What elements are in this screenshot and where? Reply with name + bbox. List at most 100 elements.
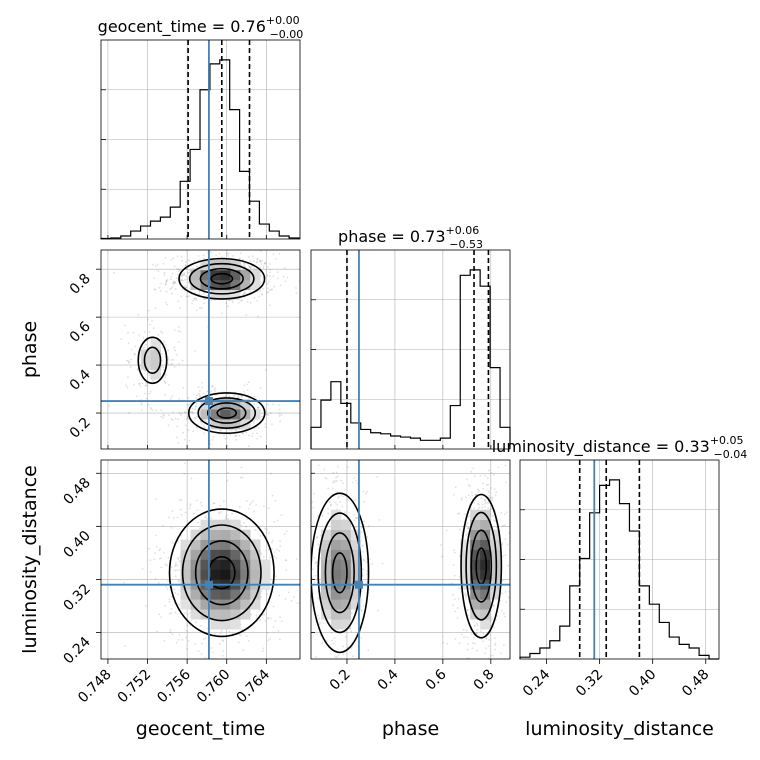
sample-point xyxy=(504,615,506,618)
sample-point xyxy=(151,320,154,322)
sample-point xyxy=(127,342,130,345)
title-sup: +0.06 xyxy=(446,224,480,237)
sample-point xyxy=(340,479,343,482)
sample-point xyxy=(483,498,486,501)
hist-title-geocent_time: geocent_time = 0.76+0.00 −0.00 xyxy=(98,14,304,41)
sample-point xyxy=(205,516,207,519)
sample-point xyxy=(318,623,321,626)
sample-point xyxy=(199,395,202,398)
sample-point xyxy=(285,530,288,533)
sample-point xyxy=(256,401,258,404)
sample-point xyxy=(266,275,268,278)
sample-point xyxy=(252,500,254,502)
sample-point xyxy=(294,623,296,625)
sample-point xyxy=(170,526,173,529)
sample-point xyxy=(241,628,243,631)
sample-point xyxy=(362,605,365,607)
sample-point xyxy=(507,596,510,599)
sample-point xyxy=(325,477,328,480)
sample-point xyxy=(160,409,163,412)
sample-point xyxy=(334,480,337,483)
sample-point xyxy=(218,246,220,248)
sample-point xyxy=(224,457,226,459)
sample-point xyxy=(492,605,495,608)
sample-point xyxy=(276,519,279,522)
sample-point xyxy=(502,524,504,527)
sample-point xyxy=(504,538,507,540)
sample-point xyxy=(195,402,198,405)
sample-point xyxy=(169,628,172,631)
density-cell xyxy=(250,589,261,600)
sample-point xyxy=(360,610,363,612)
sample-point xyxy=(108,404,111,407)
sample-point xyxy=(488,491,491,494)
sample-point xyxy=(257,427,260,430)
sample-point xyxy=(275,556,278,559)
x-tick-label: 0.32 xyxy=(573,667,606,700)
contour-line xyxy=(199,267,244,290)
sample-point xyxy=(160,356,163,359)
sample-point xyxy=(206,294,208,297)
sample-point xyxy=(176,516,179,519)
sample-point xyxy=(462,666,464,668)
sample-point xyxy=(285,489,287,491)
sample-point xyxy=(337,654,339,657)
sample-point xyxy=(188,507,191,510)
sample-point xyxy=(220,429,223,432)
sample-point xyxy=(133,353,136,356)
sample-point xyxy=(157,269,160,272)
sample-point xyxy=(130,348,133,351)
sample-point xyxy=(466,648,469,651)
sample-point xyxy=(478,503,481,506)
density-cell xyxy=(230,559,241,570)
sample-point xyxy=(185,268,188,271)
density-cell xyxy=(470,569,481,580)
density-cell xyxy=(470,539,481,550)
sample-point xyxy=(487,507,490,510)
sample-point xyxy=(165,373,168,376)
sample-point xyxy=(185,647,188,650)
sample-point xyxy=(332,663,334,665)
sample-point xyxy=(294,565,296,567)
sample-point xyxy=(474,494,477,496)
sample-point xyxy=(174,611,177,614)
density-cell xyxy=(470,559,481,570)
sample-point xyxy=(342,653,345,656)
sample-point xyxy=(193,260,196,263)
sample-point xyxy=(271,423,273,426)
sample-point xyxy=(177,558,180,561)
sample-point xyxy=(339,501,341,503)
sample-point xyxy=(355,516,358,519)
sample-point xyxy=(471,647,474,650)
sample-point xyxy=(225,302,228,305)
sample-point xyxy=(228,395,231,397)
sample-point xyxy=(167,414,170,417)
sample-point xyxy=(505,511,508,514)
density-cell xyxy=(250,539,261,550)
x-tick-label: 0.760 xyxy=(194,667,234,707)
sample-point xyxy=(493,473,496,476)
sample-point xyxy=(305,573,307,575)
sample-point xyxy=(453,549,455,552)
x-tick-label: 0.748 xyxy=(75,667,115,707)
sample-point xyxy=(160,365,163,368)
sample-point xyxy=(287,591,290,594)
sample-point xyxy=(242,432,245,435)
sample-point xyxy=(264,261,267,264)
sample-point xyxy=(184,275,187,278)
sample-point xyxy=(202,392,205,395)
sample-point xyxy=(301,280,303,282)
sample-point xyxy=(301,261,303,263)
sample-point xyxy=(487,483,489,486)
sample-point xyxy=(276,277,279,280)
sample-point xyxy=(495,681,497,683)
density-cell xyxy=(230,519,241,530)
sample-point xyxy=(139,385,142,388)
sample-point xyxy=(194,406,197,409)
sample-point xyxy=(160,330,162,333)
sample-point xyxy=(187,429,190,432)
sample-point xyxy=(243,292,245,295)
sample-point xyxy=(197,521,200,524)
sample-point xyxy=(253,403,256,405)
contour-line xyxy=(460,493,503,639)
